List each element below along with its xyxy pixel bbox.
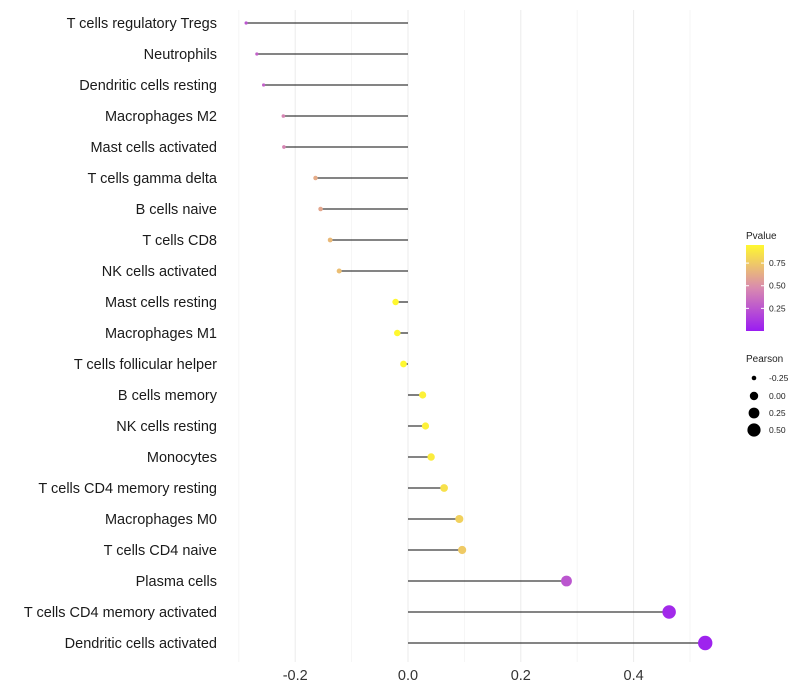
lollipop-point	[281, 114, 286, 118]
lollipop-point	[255, 52, 259, 56]
lollipop-point	[327, 237, 333, 243]
x-tick-label: 0.0	[398, 668, 418, 684]
category-label: B cells memory	[118, 388, 218, 404]
category-label: Macrophages M2	[105, 109, 217, 125]
lollipop-point	[244, 21, 248, 25]
x-tick-label: -0.2	[283, 668, 308, 684]
lollipop-point	[262, 83, 266, 87]
segments	[246, 22, 706, 644]
pearson-legend: Pearson -0.25 0.00 0.25 0.50	[746, 354, 789, 437]
category-label: T cells follicular helper	[74, 357, 217, 373]
lollipop-point	[421, 422, 430, 430]
x-tick-label: 0.2	[511, 668, 531, 684]
pvalue-legend-tick: 0.50	[769, 281, 786, 291]
lollipop-point	[313, 175, 318, 181]
lollipop-point	[458, 545, 467, 555]
category-label: Dendritic cells resting	[79, 78, 217, 94]
grid	[238, 10, 691, 662]
category-label: Monocytes	[147, 450, 217, 466]
pearson-legend-dot	[747, 423, 761, 437]
category-label: NK cells resting	[116, 419, 217, 435]
category-label: B cells naive	[136, 202, 217, 218]
pvalue-legend-tick: 0.75	[769, 258, 786, 268]
x-axis-ticks: -0.2 0.0 0.2 0.4	[283, 668, 644, 684]
category-label: Macrophages M1	[105, 326, 217, 342]
pearson-legend-label: 0.00	[769, 391, 786, 401]
pvalue-legend-tick: 0.25	[769, 303, 786, 313]
category-label: T cells CD8	[142, 233, 217, 249]
lollipop-point	[455, 514, 464, 524]
pvalue-legend: Pvalue 0.25 0.50 0.75	[746, 231, 786, 331]
lollipop-point	[318, 206, 323, 212]
lollipop-point	[427, 453, 435, 461]
lollipop-point	[561, 575, 572, 587]
category-label: T cells gamma delta	[88, 171, 218, 187]
lollipop-point	[662, 605, 676, 619]
category-label: T cells regulatory Tregs	[67, 16, 217, 32]
pearson-legend-label: 0.50	[769, 425, 786, 435]
lollipop-point	[282, 145, 286, 149]
category-label: NK cells activated	[102, 264, 217, 280]
category-label: Mast cells activated	[90, 140, 217, 156]
pearson-legend-dot	[749, 391, 759, 401]
category-label: T cells CD4 memory activated	[24, 605, 217, 621]
lollipop-point	[336, 268, 342, 274]
x-tick-label: 0.4	[624, 668, 644, 684]
category-labels: T cells regulatory Tregs Neutrophils Dendr…	[24, 16, 218, 652]
points	[244, 21, 713, 651]
pearson-legend-label: 0.25	[769, 408, 786, 418]
category-label: Mast cells resting	[105, 295, 217, 311]
pvalue-legend-title: Pvalue	[746, 231, 777, 242]
category-label: Dendritic cells activated	[65, 636, 217, 652]
pearson-legend-dot	[751, 375, 757, 381]
pearson-legend-title: Pearson	[746, 354, 783, 365]
category-label: Neutrophils	[144, 47, 217, 63]
lollipop-point	[698, 635, 713, 651]
category-label: T cells CD4 naive	[104, 543, 217, 559]
lollipop-point	[400, 360, 407, 368]
category-label: Macrophages M0	[105, 512, 217, 528]
lollipop-point	[419, 391, 427, 399]
category-label: Plasma cells	[136, 574, 217, 590]
pearson-legend-label: -0.25	[769, 373, 789, 383]
lollipop-point	[440, 484, 448, 492]
pearson-legend-dot	[748, 407, 760, 419]
category-label: T cells CD4 memory resting	[38, 481, 217, 497]
lollipop-point	[392, 298, 399, 306]
lollipop-point	[394, 329, 401, 337]
pvalue-colorbar	[746, 245, 764, 331]
